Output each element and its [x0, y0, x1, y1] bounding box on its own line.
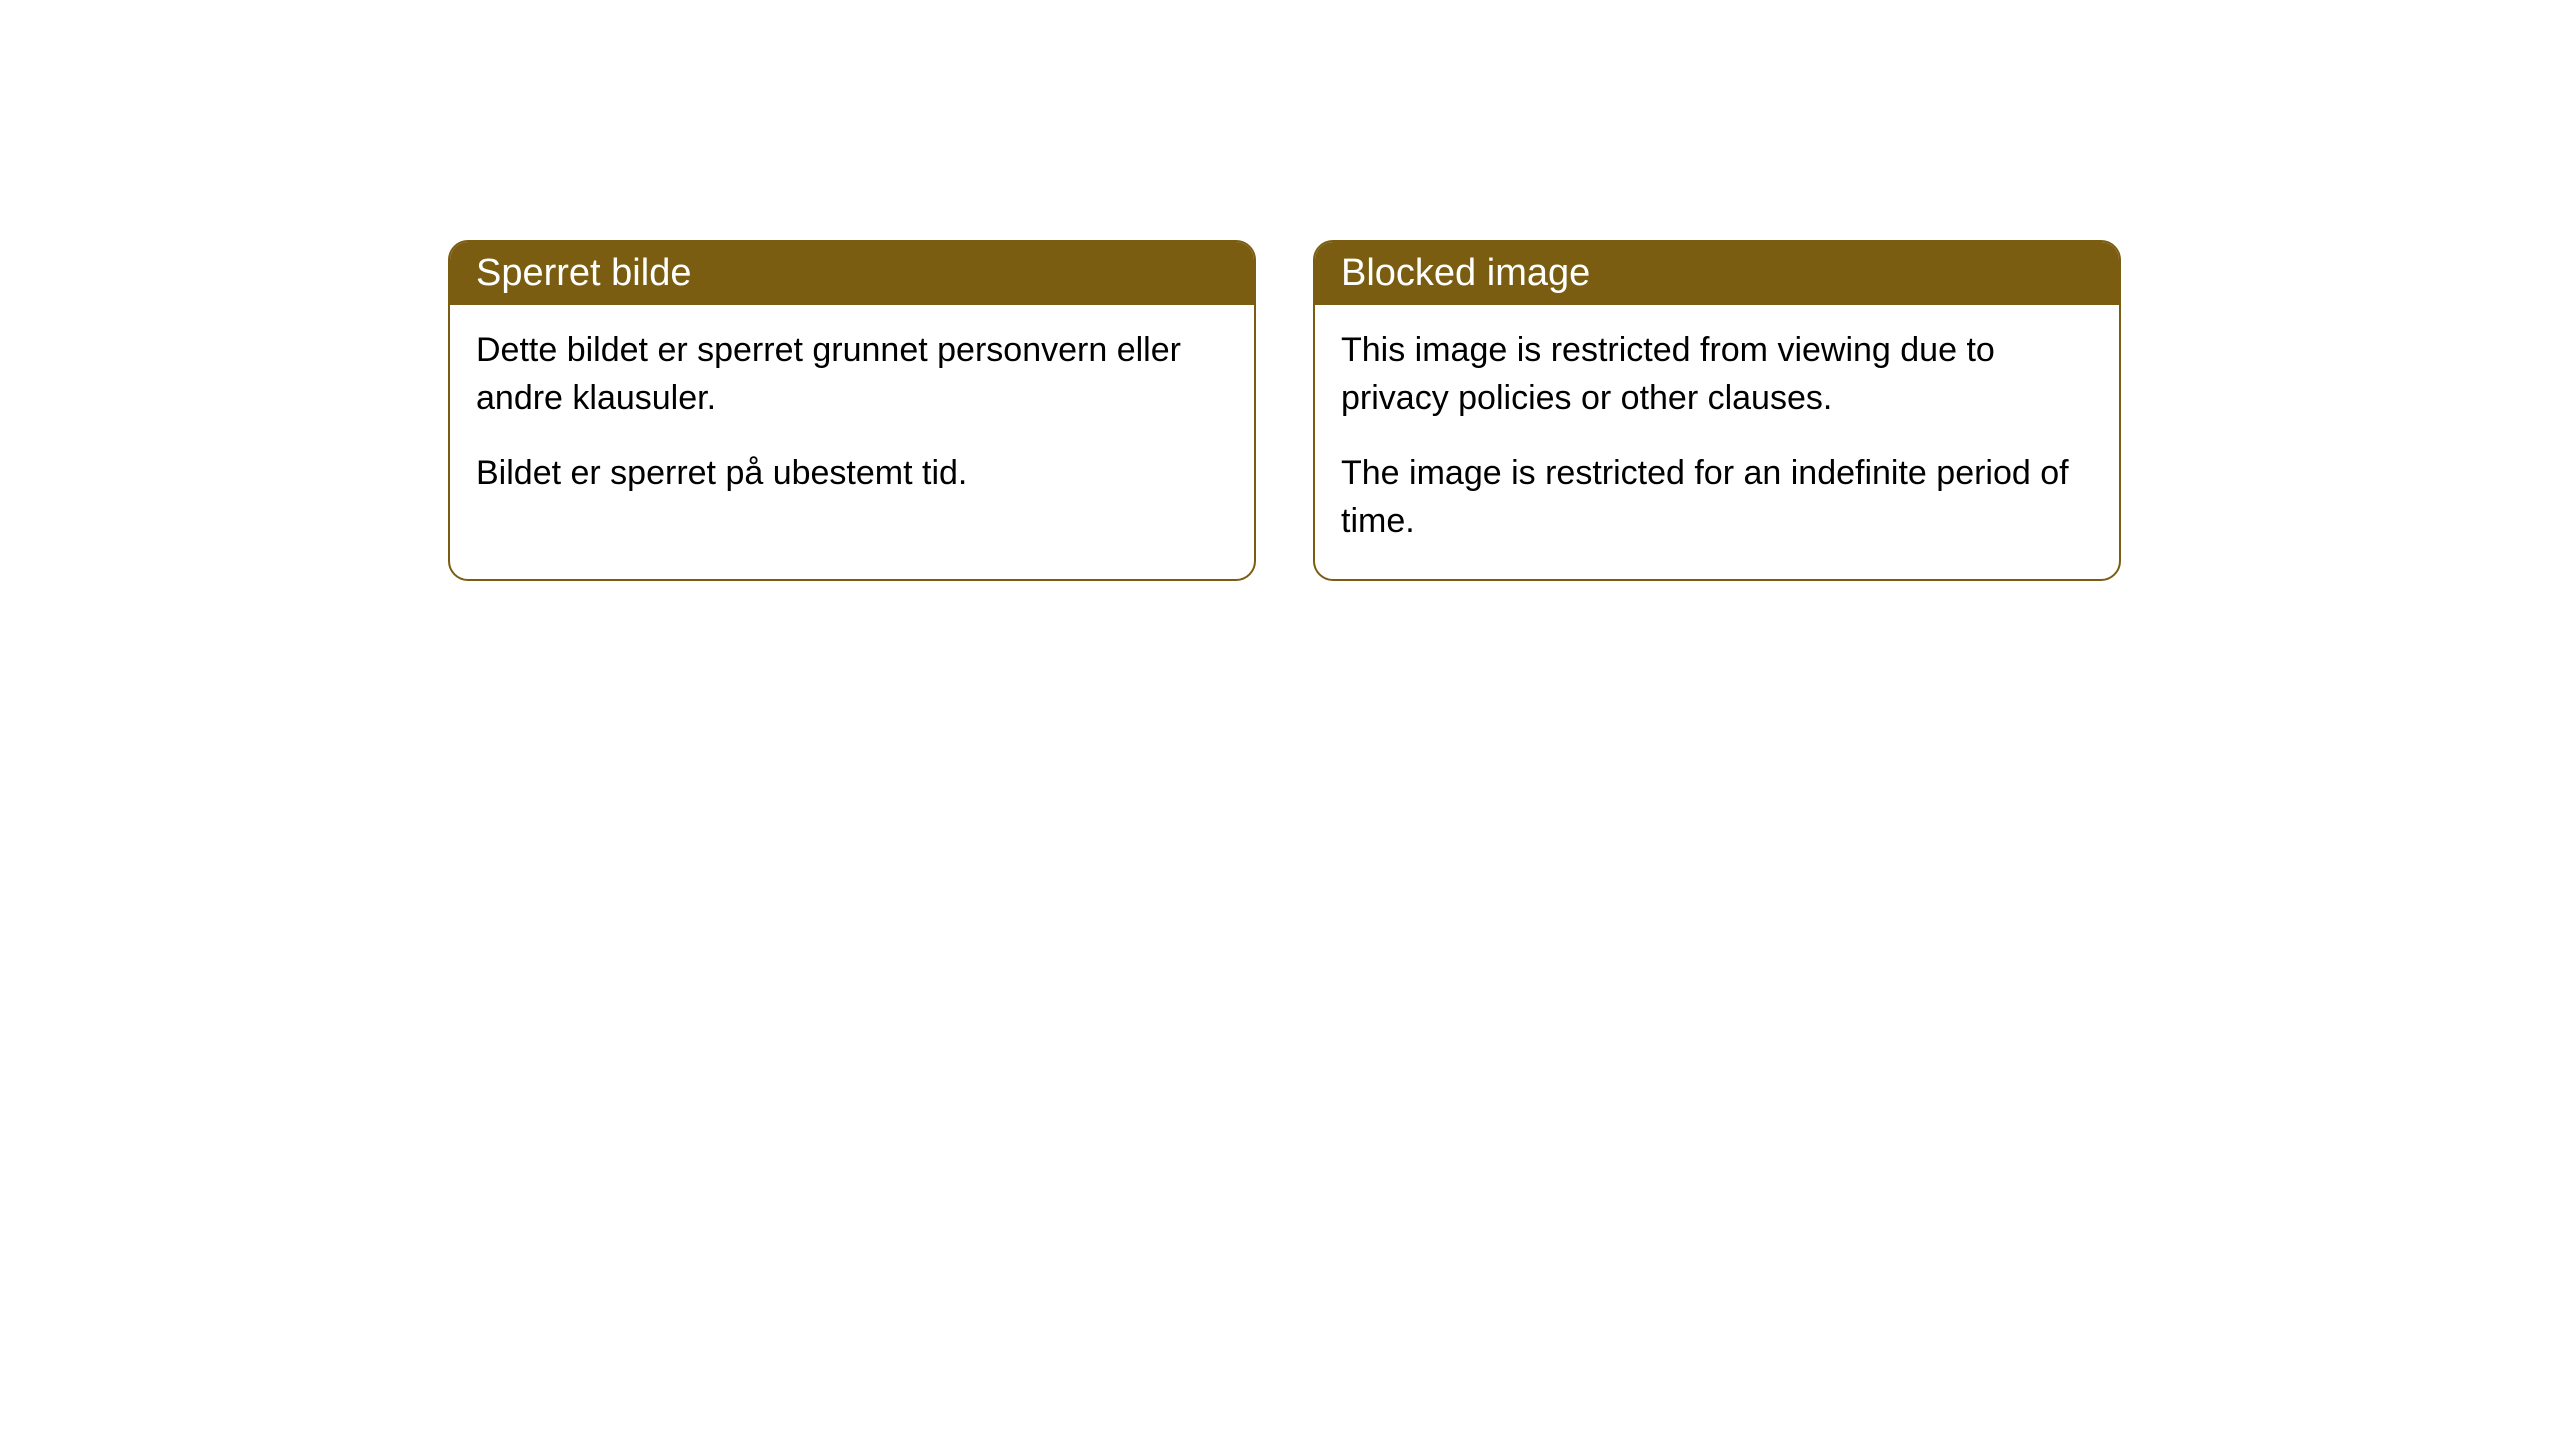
card-body-english: This image is restricted from viewing du… [1315, 305, 2119, 579]
card-paragraph: Bildet er sperret på ubestemt tid. [476, 450, 1228, 498]
card-paragraph: The image is restricted for an indefinit… [1341, 450, 2093, 545]
card-paragraph: Dette bildet er sperret grunnet personve… [476, 327, 1228, 422]
card-paragraph: This image is restricted from viewing du… [1341, 327, 2093, 422]
card-norwegian: Sperret bilde Dette bildet er sperret gr… [448, 240, 1256, 581]
card-english: Blocked image This image is restricted f… [1313, 240, 2121, 581]
cards-container: Sperret bilde Dette bildet er sperret gr… [448, 240, 2560, 581]
card-body-norwegian: Dette bildet er sperret grunnet personve… [450, 305, 1254, 532]
card-header-norwegian: Sperret bilde [450, 242, 1254, 305]
card-header-english: Blocked image [1315, 242, 2119, 305]
